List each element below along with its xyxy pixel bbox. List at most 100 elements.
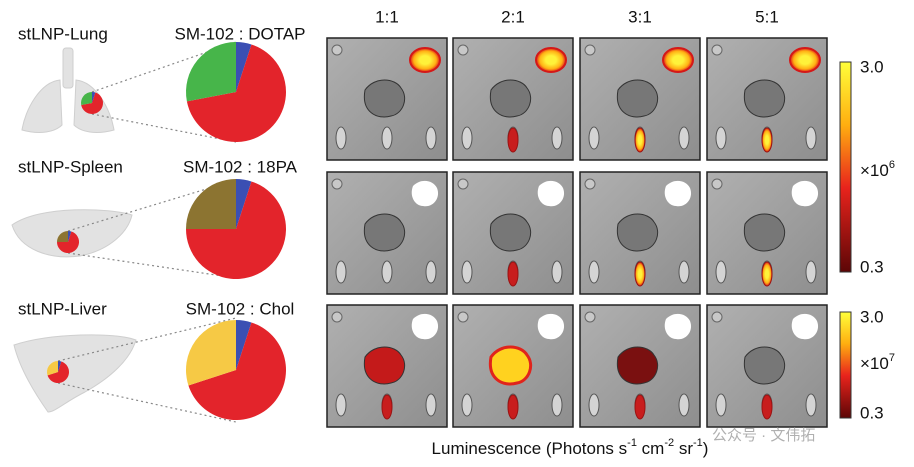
axis-label-part: Luminescence (Photons s <box>432 439 628 458</box>
organ <box>457 178 469 190</box>
signal <box>634 261 646 287</box>
organ <box>588 260 600 284</box>
signal <box>409 47 441 73</box>
organ <box>584 311 596 323</box>
unit-exponent: 6 <box>889 159 895 171</box>
signal <box>507 127 519 153</box>
mini-pie-slice <box>58 361 62 372</box>
image-panel <box>706 304 828 428</box>
organ <box>588 393 600 417</box>
pie-title: SM-102 : DOTAP <box>175 24 306 43</box>
signal <box>761 261 773 287</box>
organ <box>551 260 563 284</box>
mini-pie-slice <box>57 231 79 254</box>
colorbar <box>839 311 852 419</box>
organ <box>331 44 343 56</box>
column-label: 3:1 <box>628 7 652 26</box>
image-panel <box>452 37 574 161</box>
image-panel <box>706 37 828 161</box>
row-label: stLNP-Liver <box>18 299 107 318</box>
colorbar-min: 0.3 <box>860 257 884 276</box>
lung-icon <box>21 47 115 133</box>
pie-slice <box>186 44 286 142</box>
organ-center <box>489 79 532 118</box>
organ <box>805 126 817 150</box>
organ <box>461 260 473 284</box>
axis-label-part: cm <box>637 439 664 458</box>
signal <box>507 394 519 420</box>
organ <box>584 178 596 190</box>
organ-white <box>791 180 819 207</box>
organ <box>331 178 343 190</box>
organ <box>457 311 469 323</box>
organ <box>715 393 727 417</box>
organ <box>335 126 347 150</box>
pie-title: SM-102 : Chol <box>186 299 295 318</box>
organ <box>335 260 347 284</box>
unit-base: ×10 <box>860 354 889 373</box>
pie-slice <box>186 320 236 386</box>
organ <box>678 126 690 150</box>
colorbar-unit: ×107 <box>860 352 895 374</box>
unit-exponent: 7 <box>889 352 895 364</box>
organ <box>711 311 723 323</box>
colorbar-max: 3.0 <box>860 307 884 326</box>
organ <box>805 260 817 284</box>
axis-label: Luminescence (Photons s-1 cm-2 sr-1) <box>432 437 709 459</box>
mini-pie-slice <box>68 231 72 242</box>
organ-center <box>743 79 786 118</box>
pie-slice <box>186 181 286 279</box>
organ-white <box>664 180 692 207</box>
organ <box>678 260 690 284</box>
colorbar-max: 3.0 <box>860 57 884 76</box>
organ <box>425 260 437 284</box>
mini-pie-slice <box>81 92 92 106</box>
organ <box>425 126 437 150</box>
watermark: 公众号 · 文伟拓 <box>712 427 815 444</box>
mini-pie-slice <box>81 92 103 114</box>
signal <box>761 127 773 153</box>
image-panel <box>326 37 448 161</box>
organ <box>381 126 393 150</box>
pies <box>47 42 286 420</box>
organ <box>331 311 343 323</box>
image-panel <box>326 171 448 295</box>
organ <box>715 126 727 150</box>
pie-title: SM-102 : 18PA <box>183 157 298 176</box>
pie-slice <box>236 179 252 229</box>
organ <box>425 393 437 417</box>
axis-label-exponent: -1 <box>627 437 637 449</box>
organ <box>711 44 723 56</box>
image-panel <box>579 37 701 161</box>
image-panel <box>452 304 574 428</box>
organ <box>711 178 723 190</box>
unit-base: ×10 <box>860 161 889 180</box>
mini-pie-slice <box>47 361 58 376</box>
organ-center <box>743 213 786 252</box>
axis-label-part: ) <box>703 439 709 458</box>
image-grid <box>326 37 828 428</box>
pie-slice <box>188 322 286 420</box>
colorbar <box>839 61 852 273</box>
signal <box>789 47 821 73</box>
image-panel <box>706 171 828 295</box>
organ-center <box>363 213 406 252</box>
organ-center <box>363 346 406 385</box>
organ-center <box>363 79 406 118</box>
image-panel <box>579 304 701 428</box>
mini-pie-slice <box>57 231 68 242</box>
organ-white <box>537 180 565 207</box>
axis-label-exponent: -1 <box>693 437 703 449</box>
organ-white <box>664 313 692 340</box>
organ-center <box>616 79 659 118</box>
organ <box>588 126 600 150</box>
image-panel <box>452 171 574 295</box>
pie-slice <box>186 179 236 229</box>
signal <box>507 261 519 287</box>
column-label: 1:1 <box>375 7 399 26</box>
axis-label-exponent: -2 <box>664 437 674 449</box>
organ-white <box>537 313 565 340</box>
organ <box>457 44 469 56</box>
organ-white <box>411 180 439 207</box>
